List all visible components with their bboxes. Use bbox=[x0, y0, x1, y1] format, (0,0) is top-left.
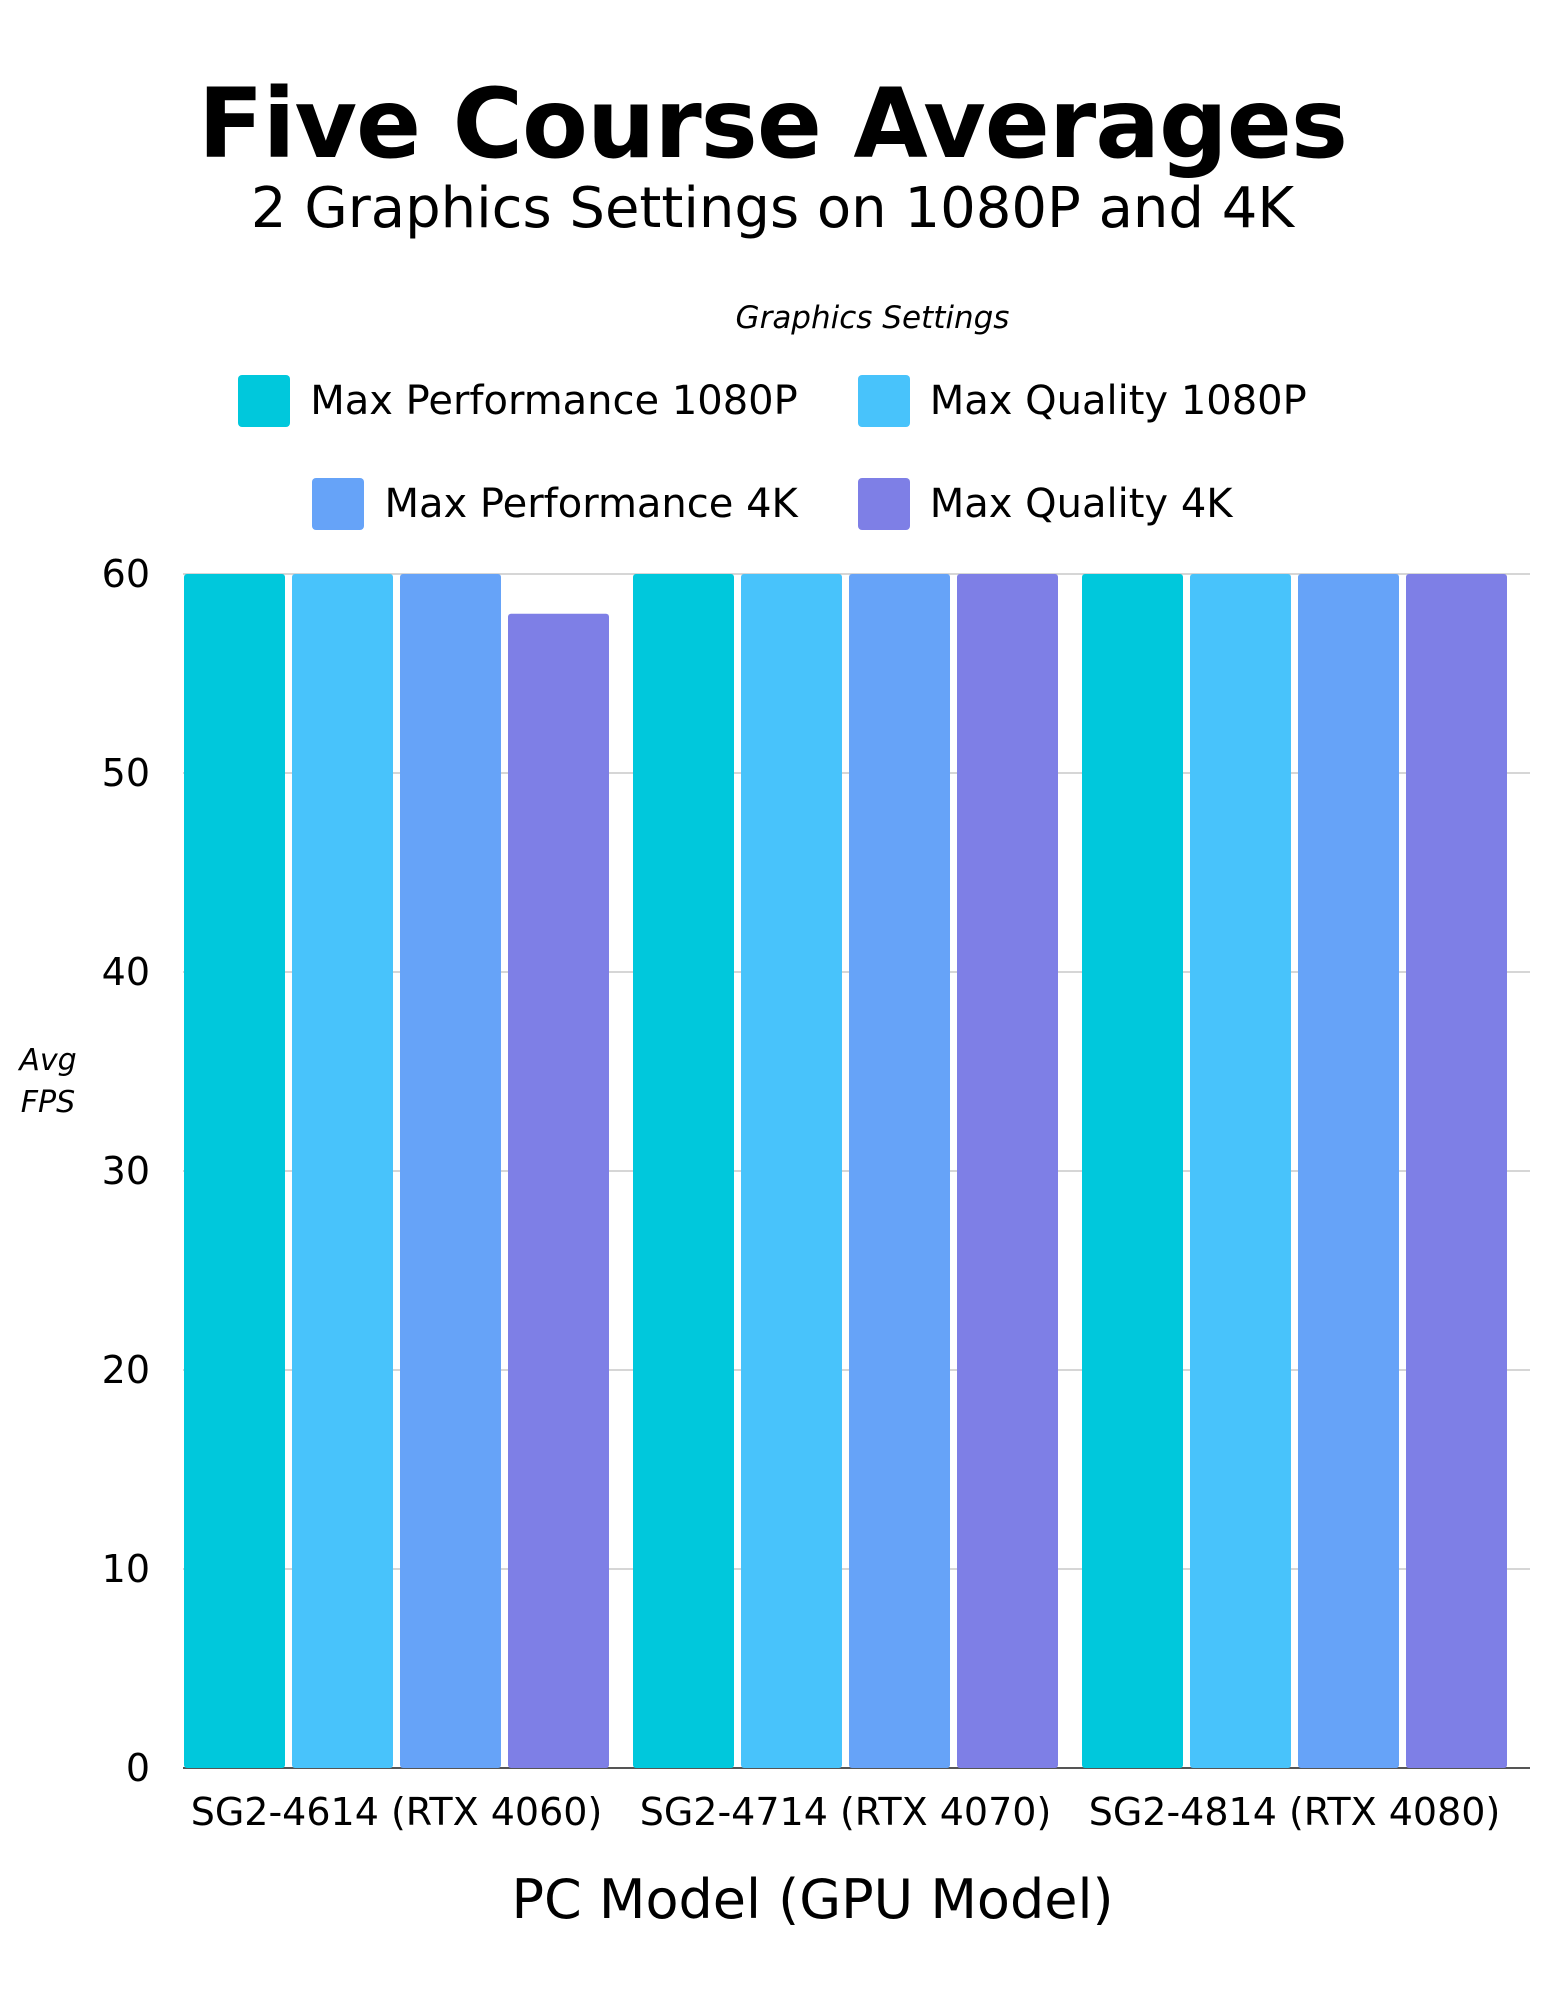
legend-title: Graphics Settings bbox=[735, 300, 1010, 336]
bar-sg2-4714-rtx-4070-max-performance-4k bbox=[849, 574, 950, 1768]
legend-label-max-performance-4k: Max Performance 4K bbox=[384, 481, 798, 527]
x-tick-label-sg2-4814-rtx-4080: SG2-4814 (RTX 4080) bbox=[1089, 1790, 1501, 1834]
legend-swatch-max-quality-4k bbox=[857, 478, 910, 530]
legend-row-2: Max Performance 4K Max Quality 4K bbox=[0, 478, 1545, 530]
legend-item-max-quality-4k: Max Quality 4K bbox=[857, 478, 1233, 530]
bar-sg2-4714-rtx-4070-max-performance-1080p bbox=[633, 574, 734, 1768]
bar-sg2-4814-rtx-4080-max-performance-1080p bbox=[1082, 574, 1183, 1768]
legend-swatch-max-quality-1080p bbox=[857, 375, 910, 427]
legend-item-max-quality-1080p: Max Quality 1080P bbox=[857, 375, 1307, 427]
bar-sg2-4714-rtx-4070-max-quality-1080p bbox=[741, 574, 842, 1768]
x-tick-label-sg2-4714-rtx-4070: SG2-4714 (RTX 4070) bbox=[640, 1790, 1052, 1834]
bar-sg2-4814-rtx-4080-max-quality-4k bbox=[1406, 574, 1507, 1768]
chart-subtitle: 2 Graphics Settings on 1080P and 4K bbox=[250, 176, 1295, 241]
y-tick-label-40: 40 bbox=[102, 950, 150, 994]
chart-title: Five Course Averages bbox=[197, 68, 1348, 180]
y-tick-label-0: 0 bbox=[126, 1746, 150, 1790]
bar-sg2-4614-rtx-4060-max-performance-1080p bbox=[184, 574, 285, 1768]
y-tick-label-30: 30 bbox=[102, 1149, 150, 1193]
bar-sg2-4614-rtx-4060-max-quality-4k bbox=[508, 613, 609, 1768]
legend-label-max-quality-1080p: Max Quality 1080P bbox=[929, 378, 1307, 424]
bar-sg2-4614-rtx-4060-max-performance-4k bbox=[400, 574, 501, 1768]
legend-label-max-quality-4k: Max Quality 4K bbox=[929, 481, 1233, 527]
legend-row-1: Max Performance 1080P Max Quality 1080P bbox=[0, 375, 1545, 427]
legend-item-max-performance-4k: Max Performance 4K bbox=[312, 478, 798, 530]
y-tick-label-60: 60 bbox=[102, 552, 150, 596]
bar-sg2-4714-rtx-4070-max-quality-4k bbox=[957, 574, 1058, 1768]
legend-label-max-performance-1080p: Max Performance 1080P bbox=[310, 378, 798, 424]
legend-item-max-performance-1080p: Max Performance 1080P bbox=[238, 375, 798, 427]
legend-swatch-max-performance-1080p bbox=[238, 375, 291, 427]
bar-sg2-4814-rtx-4080-max-quality-1080p bbox=[1190, 574, 1291, 1768]
bar-sg2-4814-rtx-4080-max-performance-4k bbox=[1298, 574, 1399, 1768]
x-axis-label: PC Model (GPU Model) bbox=[511, 1868, 1114, 1931]
bar-sg2-4614-rtx-4060-max-quality-1080p bbox=[292, 574, 393, 1768]
y-tick-label-50: 50 bbox=[102, 751, 150, 795]
legend-swatch-max-performance-4k bbox=[312, 478, 365, 530]
y-tick-label-20: 20 bbox=[102, 1348, 150, 1392]
y-axis-label-line-2: FPS bbox=[20, 1085, 76, 1120]
y-tick-label-10: 10 bbox=[102, 1547, 150, 1591]
y-axis-label: Avg FPS bbox=[8, 1040, 88, 1124]
x-tick-label-sg2-4614-rtx-4060: SG2-4614 (RTX 4060) bbox=[191, 1790, 603, 1834]
y-axis-label-line-1: Avg bbox=[19, 1043, 77, 1078]
